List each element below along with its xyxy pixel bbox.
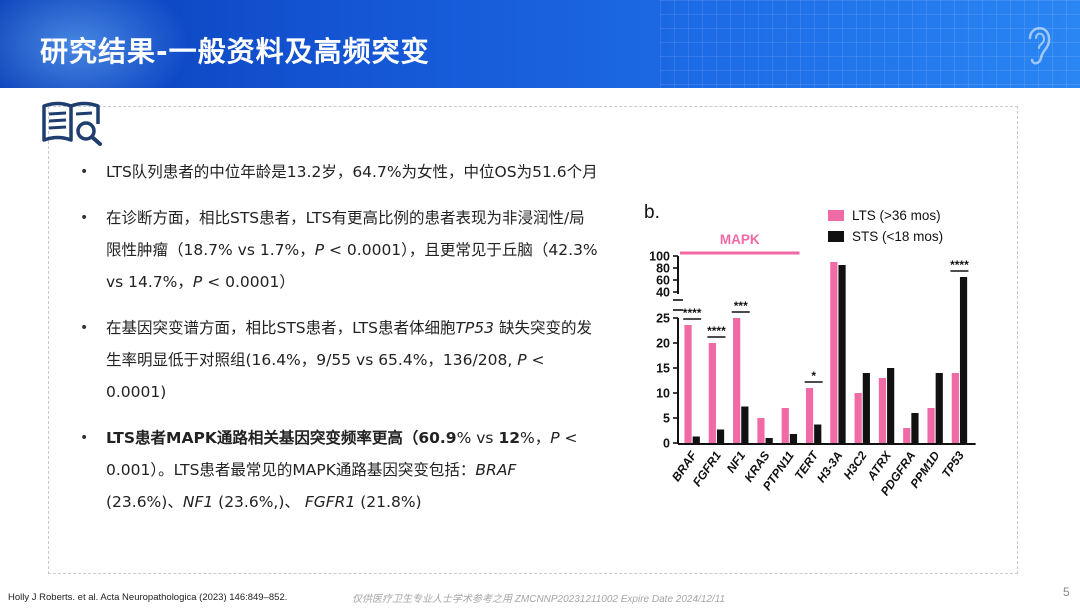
title-banner: 研究结果-一般资料及高频突变 bbox=[0, 0, 1080, 88]
bullet-dot: • bbox=[80, 430, 89, 446]
gene-name: TP53 bbox=[455, 319, 495, 337]
finding-text: 在诊断方面，相比STS患者，LTS有更高比例的患者表现为非浸润性/局限性肿瘤（1… bbox=[106, 209, 585, 259]
bar-sts bbox=[887, 368, 895, 443]
banner-pattern bbox=[660, 0, 1080, 88]
p-value-symbol: P bbox=[550, 429, 560, 447]
bar-sts bbox=[814, 424, 822, 443]
finding-text: < 0.001）。LTS患者最常见的MAPK通路基因突变包括： bbox=[106, 429, 578, 479]
significance-label: **** bbox=[683, 306, 702, 320]
finding-text: 12 bbox=[498, 429, 521, 447]
legend-label: LTS (>36 mos) bbox=[852, 208, 941, 223]
bar-lts bbox=[927, 408, 935, 443]
finding-item: • LTS队列患者的中位年龄是13.2岁，64.7%为女性，中位OS为51.6个… bbox=[78, 156, 598, 188]
x-tick-label: TP53 bbox=[939, 448, 967, 480]
finding-text: 缺失突变的发生率明显低于对照组(16.4%，9/55 vs 65.4%，136/… bbox=[106, 319, 592, 369]
bar-lts bbox=[878, 378, 887, 443]
bar-sts bbox=[838, 265, 846, 443]
finding-text: LTS队列患者的中位年龄是13.2岁，64.7%为女性，中位OS为51.6个月 bbox=[106, 163, 598, 181]
finding-item: • 在基因突变谱方面，相比STS患者，LTS患者体细胞TP53 缺失突变的发生率… bbox=[78, 312, 598, 408]
bar-lts bbox=[805, 388, 814, 443]
significance-label: * bbox=[811, 369, 816, 383]
slide-title: 研究结果-一般资料及高频突变 bbox=[40, 35, 430, 68]
y-tick-label: 20 bbox=[656, 337, 670, 351]
finding-item: • LTS患者MAPK通路相关基因突变频率更高（60.9% vs 12%，P <… bbox=[78, 422, 598, 518]
bar-lts bbox=[781, 408, 789, 443]
bar-lts bbox=[903, 428, 911, 443]
bar-lts bbox=[757, 418, 765, 443]
bar-lts bbox=[854, 393, 862, 443]
finding-text: (23.6%,)、 bbox=[213, 493, 305, 511]
book-search-icon bbox=[42, 101, 102, 146]
significance-label: **** bbox=[707, 324, 726, 338]
gene-name: NF1 bbox=[182, 493, 214, 511]
p-value-symbol: P bbox=[314, 241, 325, 259]
bar-sts bbox=[692, 436, 700, 443]
y-tick-label: 60 bbox=[656, 274, 670, 288]
usage-note: 仅供医疗卫生专业人士学术参考之用 ZMCNNP20231211002 Expir… bbox=[352, 594, 726, 605]
legend-swatch bbox=[828, 231, 844, 242]
bullet-dot: • bbox=[80, 320, 89, 336]
y-tick-label: 40 bbox=[656, 286, 670, 300]
y-tick-label: 5 bbox=[663, 412, 670, 426]
finding-text: LTS患者MAPK通路相关基因突变频率更高（60.9 bbox=[106, 429, 457, 447]
p-value-symbol: P bbox=[192, 273, 203, 291]
bar-lts bbox=[733, 318, 741, 443]
significance-label: **** bbox=[950, 258, 969, 272]
finding-text: < 0.0001），且更常见于丘脑（42.3% vs 14.7%， bbox=[106, 241, 598, 291]
finding-text: 在基因突变谱方面，相比STS患者，LTS患者体细胞 bbox=[106, 319, 456, 337]
bar-sts bbox=[741, 406, 749, 443]
page-number: 5 bbox=[1063, 585, 1070, 599]
finding-item: • 在诊断方面，相比STS患者，LTS有更高比例的患者表现为非浸润性/局限性肿瘤… bbox=[78, 202, 598, 298]
bar-lts bbox=[708, 343, 716, 443]
finding-text: (23.6%)、 bbox=[106, 493, 183, 511]
y-tick-label: 80 bbox=[656, 262, 670, 276]
bullet-dot: • bbox=[80, 210, 89, 226]
bar-lts bbox=[684, 325, 692, 443]
legend-label: STS (<18 mos) bbox=[852, 229, 943, 244]
gene-name: BRAF bbox=[475, 461, 517, 479]
y-tick-label: 10 bbox=[656, 387, 670, 401]
bar-sts bbox=[789, 434, 798, 443]
panel-label: b. bbox=[644, 202, 660, 223]
finding-text: < 0.0001) bbox=[106, 351, 545, 401]
y-tick-label: 15 bbox=[656, 362, 670, 376]
mapk-group-label: MAPK bbox=[720, 232, 760, 247]
bar-sts bbox=[765, 438, 773, 443]
content-frame bbox=[48, 106, 1018, 574]
bar-sts bbox=[959, 277, 968, 443]
ear-icon bbox=[1028, 27, 1051, 65]
x-tick-label: H3-3A bbox=[814, 449, 845, 485]
finding-text: (21.8%) bbox=[355, 493, 422, 511]
bar-sts bbox=[911, 413, 919, 443]
bullet-dot: • bbox=[80, 164, 89, 180]
y-tick-label: 25 bbox=[656, 312, 670, 326]
bar-sts bbox=[935, 373, 943, 443]
banner-glow bbox=[0, 0, 190, 88]
citation: Holly J Roberts. et al. Acta Neuropathol… bbox=[8, 592, 288, 603]
bar-sts bbox=[716, 429, 725, 443]
p-value-symbol: P bbox=[517, 351, 527, 369]
y-tick-label: 0 bbox=[663, 437, 670, 451]
finding-text: < 0.0001） bbox=[202, 273, 295, 291]
bar-lts bbox=[830, 262, 838, 443]
significance-label: *** bbox=[734, 299, 748, 313]
x-tick-label: H3C2 bbox=[841, 448, 870, 481]
findings-list: • LTS队列患者的中位年龄是13.2岁，64.7%为女性，中位OS为51.6个… bbox=[78, 156, 598, 532]
finding-text: %， bbox=[520, 429, 551, 447]
y-tick-label: 100 bbox=[649, 250, 670, 264]
gene-name: FGFR1 bbox=[304, 493, 356, 511]
finding-text: % vs bbox=[456, 429, 499, 447]
legend-swatch bbox=[828, 210, 844, 221]
bar-lts bbox=[951, 373, 959, 443]
bar-sts bbox=[862, 373, 870, 443]
